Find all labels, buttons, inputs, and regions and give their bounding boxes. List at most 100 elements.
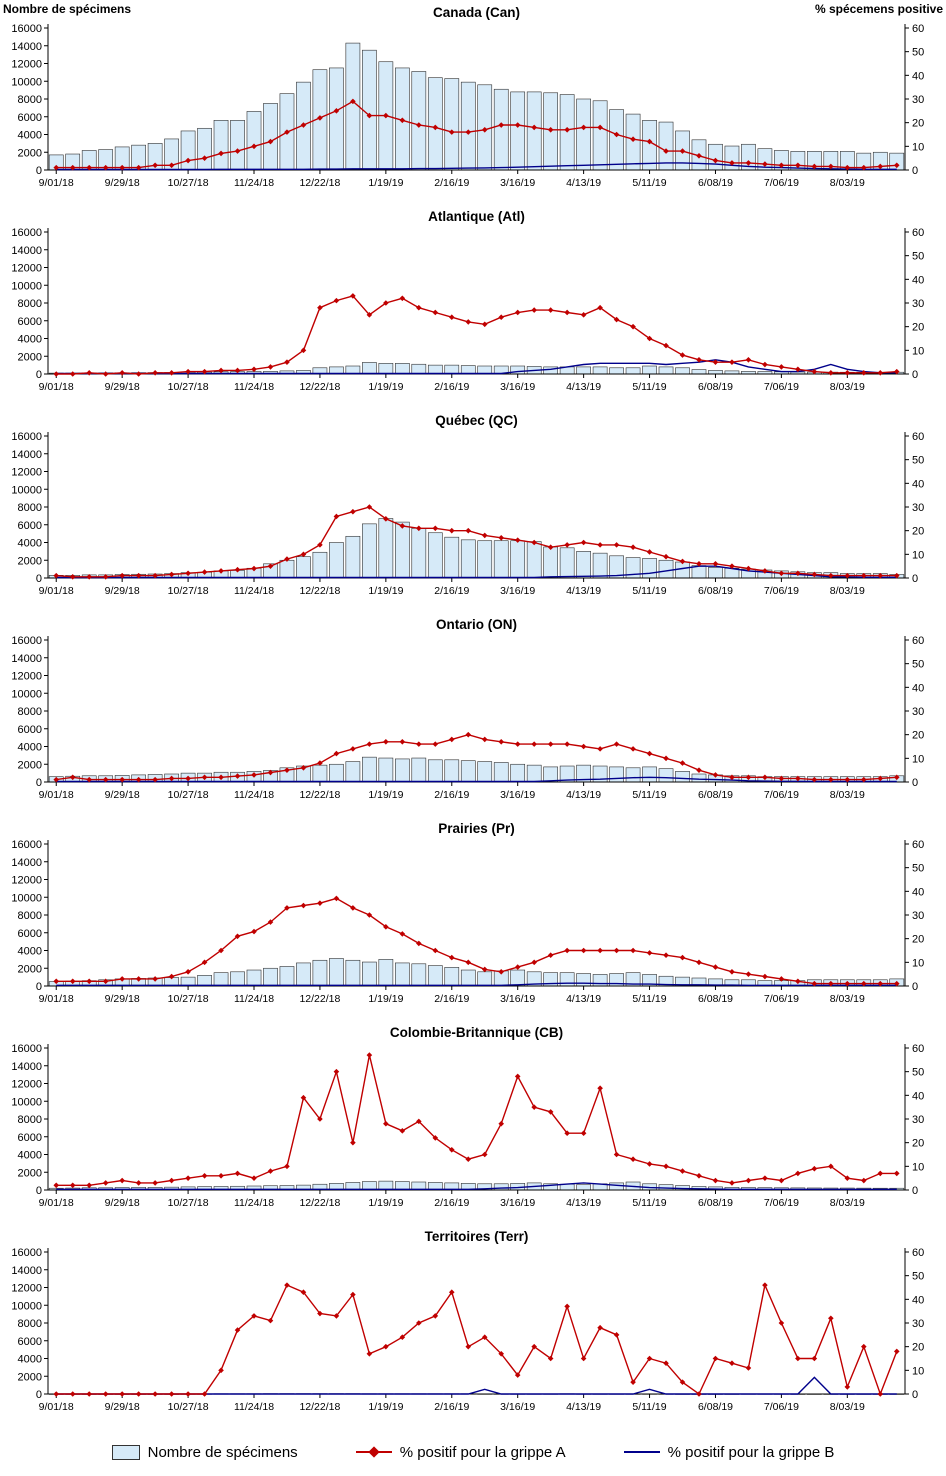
- specimen-bar: [444, 759, 460, 783]
- bar-swatch-icon: [111, 1444, 140, 1460]
- x-tick-label: 9/29/18: [105, 1401, 140, 1413]
- flu-a-marker: [53, 776, 60, 783]
- specimen-bar: [213, 120, 229, 171]
- flu-a-marker: [580, 947, 587, 954]
- flu-b-line: [56, 982, 897, 987]
- flu-a-marker: [547, 1109, 554, 1115]
- y-left-tick-label: 4000: [18, 1354, 42, 1366]
- y-left-tick-label: 10000: [11, 484, 42, 496]
- flu-a-marker: [778, 364, 785, 370]
- x-tick-label: 1/19/19: [368, 585, 403, 597]
- flu-a-marker: [860, 370, 867, 376]
- flu-a-marker: [284, 556, 290, 562]
- y-right-tick-label: 0: [912, 1185, 918, 1197]
- specimen-bar: [510, 763, 526, 783]
- flu-a-marker: [547, 126, 554, 133]
- specimen-bar: [592, 366, 608, 375]
- specimen-bar: [312, 959, 328, 987]
- flu-a-marker: [185, 1175, 191, 1181]
- specimen-bar: [642, 558, 657, 579]
- flu-a-marker: [481, 126, 488, 133]
- specimen-bar: [312, 551, 328, 579]
- flu-a-marker: [300, 551, 307, 558]
- specimen-bar: [394, 521, 410, 579]
- y-right-tick-label: 50: [912, 455, 924, 467]
- flu-a-marker: [564, 947, 570, 954]
- flu-a-marker: [646, 549, 653, 555]
- flu-a-marker: [267, 1317, 274, 1324]
- flu-a-marker: [53, 164, 60, 171]
- x-tick-label: 11/24/18: [234, 1197, 274, 1209]
- flu-a-marker: [893, 368, 900, 375]
- specimen-bar: [279, 559, 295, 579]
- x-tick-label: 1/19/19: [368, 1197, 403, 1209]
- flu-a-marker: [399, 117, 406, 124]
- y-left-tick-label: 14000: [11, 449, 42, 461]
- flu-a-marker: [828, 370, 834, 376]
- specimen-bar: [362, 523, 377, 579]
- flu-a-marker: [696, 1391, 702, 1397]
- y-right-tick-label: 30: [912, 94, 924, 106]
- specimen-bar: [658, 559, 674, 579]
- specimen-bar: [263, 103, 278, 171]
- flu-a-marker: [860, 980, 867, 987]
- y-left-tick-label: 12000: [11, 263, 42, 275]
- y-left-tick-label: 6000: [18, 1132, 42, 1144]
- flu-a-marker: [547, 1355, 554, 1362]
- x-tick-label: 2/16/19: [434, 993, 469, 1005]
- flu-a-marker: [201, 774, 208, 781]
- flu-a-marker: [135, 572, 142, 579]
- flu-a-marker: [712, 561, 719, 567]
- flu-a-marker: [795, 775, 801, 782]
- flu-a-marker: [366, 1052, 373, 1058]
- flu-a-marker: [383, 738, 389, 745]
- y-left-tick-label: 16000: [11, 635, 42, 647]
- flu-a-marker: [844, 572, 851, 579]
- flu-a-marker: [86, 1182, 93, 1189]
- y-left-tick-label: 6000: [18, 520, 42, 532]
- y-right-tick-label: 10: [912, 141, 924, 153]
- x-tick-label: 6/08/19: [698, 381, 733, 393]
- flu-a-marker: [53, 572, 60, 579]
- x-tick-label: 9/29/18: [105, 381, 140, 393]
- y-left-tick-label: 4000: [18, 1150, 42, 1162]
- flu-a-marker: [860, 164, 867, 171]
- x-tick-label: 9/01/18: [39, 789, 74, 801]
- flu-a-marker: [745, 357, 752, 363]
- specimen-bar: [362, 49, 377, 171]
- flu-a-marker: [729, 359, 735, 365]
- y-right-tick-label: 60: [912, 431, 924, 443]
- flu-a-marker: [613, 741, 620, 747]
- flu-a-marker: [811, 163, 818, 170]
- flu-a-marker: [152, 1391, 158, 1397]
- flu-a-marker: [828, 1163, 834, 1170]
- flu-a-marker: [119, 1391, 125, 1397]
- flu-a-marker: [350, 1139, 356, 1146]
- specimen-bar: [576, 1184, 591, 1191]
- flu-a-marker: [383, 924, 389, 930]
- y-right-tick-label: 40: [912, 886, 924, 898]
- chart-title: Canada (Can): [433, 5, 520, 20]
- specimen-bar: [526, 91, 542, 171]
- chart-cb: Colombie-Britannique (CB) 0 2000 4000 6000 80…: [0, 1020, 946, 1224]
- flu-a-marker: [860, 776, 867, 783]
- y-left-tick-label: 12000: [11, 467, 42, 479]
- specimen-bar: [460, 539, 476, 579]
- specimen-bar: [460, 81, 476, 171]
- flu-a-marker: [580, 1355, 587, 1362]
- specimen-bar: [609, 367, 624, 375]
- flu-a-marker: [350, 508, 356, 515]
- flu-a-marker: [745, 774, 752, 781]
- x-tick-label: 4/13/19: [566, 789, 601, 801]
- specimen-bar: [510, 91, 526, 171]
- y-right-tick-label: 0: [912, 369, 918, 381]
- flu-a-marker: [481, 1151, 488, 1158]
- y-right-tick-label: 10: [912, 753, 924, 765]
- y-right-tick-label: 10: [912, 345, 924, 357]
- flu-a-marker: [333, 750, 340, 757]
- flu-a-marker: [465, 527, 472, 534]
- specimen-bar: [642, 365, 657, 375]
- flu-a-marker: [613, 1332, 620, 1338]
- flu-a-marker: [333, 513, 340, 520]
- flu-a-marker: [185, 157, 191, 164]
